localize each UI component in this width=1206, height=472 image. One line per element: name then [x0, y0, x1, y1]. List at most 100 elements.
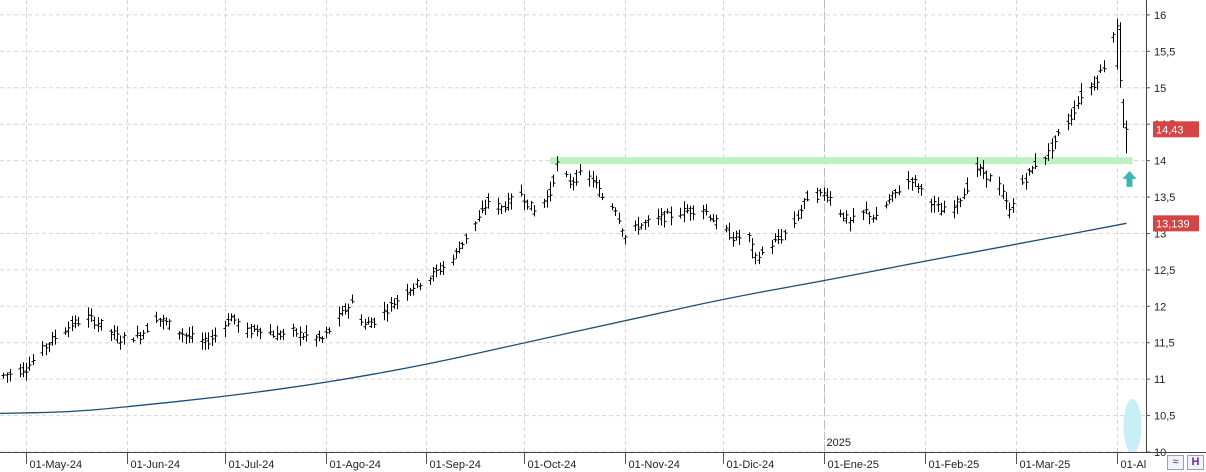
ohlc-bar	[1095, 75, 1100, 90]
ohlc-bar	[731, 232, 736, 247]
ohlc-bar	[281, 328, 286, 341]
ohlc-bar	[226, 313, 231, 327]
ohlc-bar	[662, 210, 667, 228]
ohlc-bar	[385, 304, 390, 322]
ohlc-bar	[548, 181, 553, 202]
ohlc-bar	[792, 211, 797, 228]
y-tick-label: 12,5	[1154, 265, 1175, 277]
grid-layer	[0, 0, 1146, 453]
ohlc-bar	[568, 173, 573, 189]
ohlc-bar	[382, 301, 387, 321]
ohlc-bar	[1069, 108, 1074, 126]
ohlc-bar	[727, 222, 732, 240]
ohlc-bar	[688, 205, 693, 221]
ohlc-bar	[359, 314, 364, 326]
save-icon[interactable]: H	[1187, 455, 1204, 470]
ohlc-bar	[346, 303, 351, 319]
volume-oval	[1123, 399, 1142, 453]
y-tick-label: 15,5	[1154, 46, 1175, 58]
ohlc-bar	[1030, 165, 1035, 174]
ohlc-bar	[981, 160, 986, 180]
ohlc-bar	[232, 314, 237, 325]
ohlc-bar	[499, 204, 504, 215]
ohlc-bar	[600, 193, 605, 201]
ohlc-bar	[617, 212, 622, 224]
ohlc-bar	[1092, 76, 1097, 91]
ohlc-bar	[438, 262, 443, 275]
ohlc-bar	[24, 362, 29, 381]
ohlc-bar	[776, 229, 781, 244]
x-tick-label: 01-Dic-24	[727, 459, 775, 471]
ohlc-bar	[910, 177, 915, 191]
ohlc-bar	[167, 319, 172, 331]
zoom-icon[interactable]: ≈	[1167, 455, 1184, 470]
ohlc-bar	[1007, 202, 1012, 219]
ohlc-bar	[656, 208, 661, 225]
y-tick-label: 13,5	[1154, 192, 1175, 204]
y-tick-label: 11	[1154, 374, 1165, 386]
ohlc-bar	[278, 330, 283, 340]
ohlc-bar	[571, 177, 576, 191]
ohlc-bar	[122, 332, 127, 345]
ohlc-bar	[229, 313, 234, 322]
x-tick-label: 01-Ene-25	[828, 459, 879, 471]
ohlc-bar	[529, 201, 534, 211]
ohlc-bar	[887, 194, 892, 204]
ohlc-bar	[691, 205, 696, 221]
ohlc-bar	[92, 316, 97, 330]
ohlc-bar	[477, 210, 482, 222]
ohlc-bar	[418, 283, 423, 291]
ohlc-bar	[1004, 192, 1009, 210]
ohlc-bar	[828, 191, 833, 206]
ohlc-bar	[822, 187, 827, 201]
ohlc-bar	[734, 230, 739, 241]
ohlc-bar	[145, 322, 150, 333]
ohlc-bar	[99, 319, 104, 331]
ohlc-bar	[275, 325, 280, 341]
ohlc-bar	[955, 195, 960, 214]
ohlc-bar	[532, 205, 537, 217]
ohlc-bar	[802, 197, 807, 209]
ohlc-bar	[522, 194, 527, 210]
ohlc-bar	[441, 260, 446, 276]
ohlc-bar	[1121, 98, 1126, 128]
ohlc-bar	[897, 185, 902, 196]
ohlc-bar	[31, 354, 36, 366]
ohlc-bar	[44, 343, 49, 355]
ohlc-bar	[187, 327, 192, 344]
ohlc-bar	[369, 317, 374, 328]
moving-average-line	[0, 222, 1127, 415]
ohlc-bar	[249, 324, 254, 339]
ohlc-bar	[158, 317, 163, 327]
ohlc-bar	[395, 294, 400, 310]
ohlc-bar	[867, 211, 872, 225]
ohlc-bar	[138, 332, 143, 345]
ohlc-bar	[112, 325, 117, 340]
ohlc-bar	[164, 317, 169, 326]
ohlc-bar	[66, 321, 71, 338]
ohlc-bar	[551, 174, 556, 187]
ohlc-bar	[405, 283, 410, 301]
ohlc-bar	[555, 156, 560, 172]
ohlc-bar	[779, 228, 784, 244]
ohlc-bar	[975, 157, 980, 178]
breakout-arrow-icon	[1122, 170, 1137, 187]
ohlc-bar	[1072, 100, 1077, 121]
ohlc-bar	[861, 210, 866, 221]
ohlc-bar	[131, 337, 136, 343]
x-tick-label: 01-Ago-24	[330, 459, 381, 471]
y-tick-label: 12	[1154, 301, 1166, 313]
ohlc-bar	[314, 334, 319, 347]
ohlc-bar	[708, 214, 713, 222]
ohlc-bar	[1111, 32, 1116, 43]
ohlc-bar	[704, 204, 709, 216]
ohlc-bar	[200, 332, 205, 350]
ohlc-bar	[818, 188, 823, 197]
ohlc-bar	[343, 303, 348, 315]
ohlc-bar	[483, 199, 488, 215]
ohlc-bar	[639, 223, 644, 230]
ohlc-bar	[965, 177, 970, 194]
x-tick-label: 01-Oct-24	[528, 459, 577, 471]
ohlc-bar	[874, 206, 879, 221]
